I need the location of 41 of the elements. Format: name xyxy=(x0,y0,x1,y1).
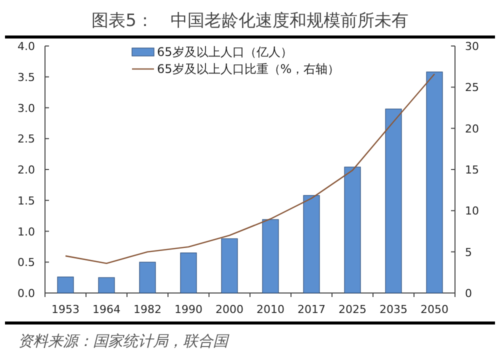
y2-tick-label: 15 xyxy=(465,164,479,176)
y2-tick-label: 20 xyxy=(465,122,479,136)
y-tick-label: 2.5 xyxy=(18,132,35,146)
bar xyxy=(303,195,320,294)
bar xyxy=(426,72,443,294)
bar xyxy=(344,166,361,294)
x-tick-label: 1964 xyxy=(92,303,120,316)
bar xyxy=(98,277,115,294)
x-tick-label: 2050 xyxy=(420,303,448,316)
y-tick-label: 1.5 xyxy=(18,194,35,208)
y-tick-label: 3.5 xyxy=(18,70,35,84)
y-tick-label: 1.0 xyxy=(18,225,35,238)
x-tick-label: 2035 xyxy=(380,303,408,316)
text: 资料来源：国家统计局，联合国 xyxy=(18,332,230,350)
y-tick-label: 3.0 xyxy=(18,102,35,115)
x-tick-label: 2017 xyxy=(298,303,326,316)
x-tick-label: 2000 xyxy=(216,303,244,316)
x-tick-label: 2010 xyxy=(256,303,284,316)
bar xyxy=(385,108,402,294)
x-tick-label: 2025 xyxy=(338,303,366,316)
y2-tick-label: 30 xyxy=(465,40,479,53)
y-tick-label: 0.0 xyxy=(18,287,35,300)
y2-tick-label: 0 xyxy=(465,287,472,300)
bar xyxy=(180,252,197,294)
line-series xyxy=(64,73,436,264)
y-tick-label: 0.5 xyxy=(18,256,35,270)
x-tick-label: 1982 xyxy=(134,303,162,316)
y-tick-label: 2.0 xyxy=(18,164,35,176)
bar xyxy=(57,276,74,294)
bar xyxy=(139,262,156,294)
legend-label: 65岁及以上人口比重（%，右轴） xyxy=(157,62,340,76)
chart-title: 图表5： 中国老龄化速度和规模前所未有 xyxy=(92,11,408,31)
legend-label: 65岁及以上人口（亿人） xyxy=(157,45,292,59)
y2-tick-label: 5 xyxy=(465,246,472,259)
y2-tick-label: 10 xyxy=(465,204,479,218)
x-tick-label: 1953 xyxy=(52,303,80,316)
y-tick-label: 4.0 xyxy=(18,40,35,53)
y2-tick-label: 25 xyxy=(465,81,479,94)
x-tick-label: 1990 xyxy=(174,303,202,316)
bar xyxy=(262,219,279,294)
bar xyxy=(221,238,238,294)
